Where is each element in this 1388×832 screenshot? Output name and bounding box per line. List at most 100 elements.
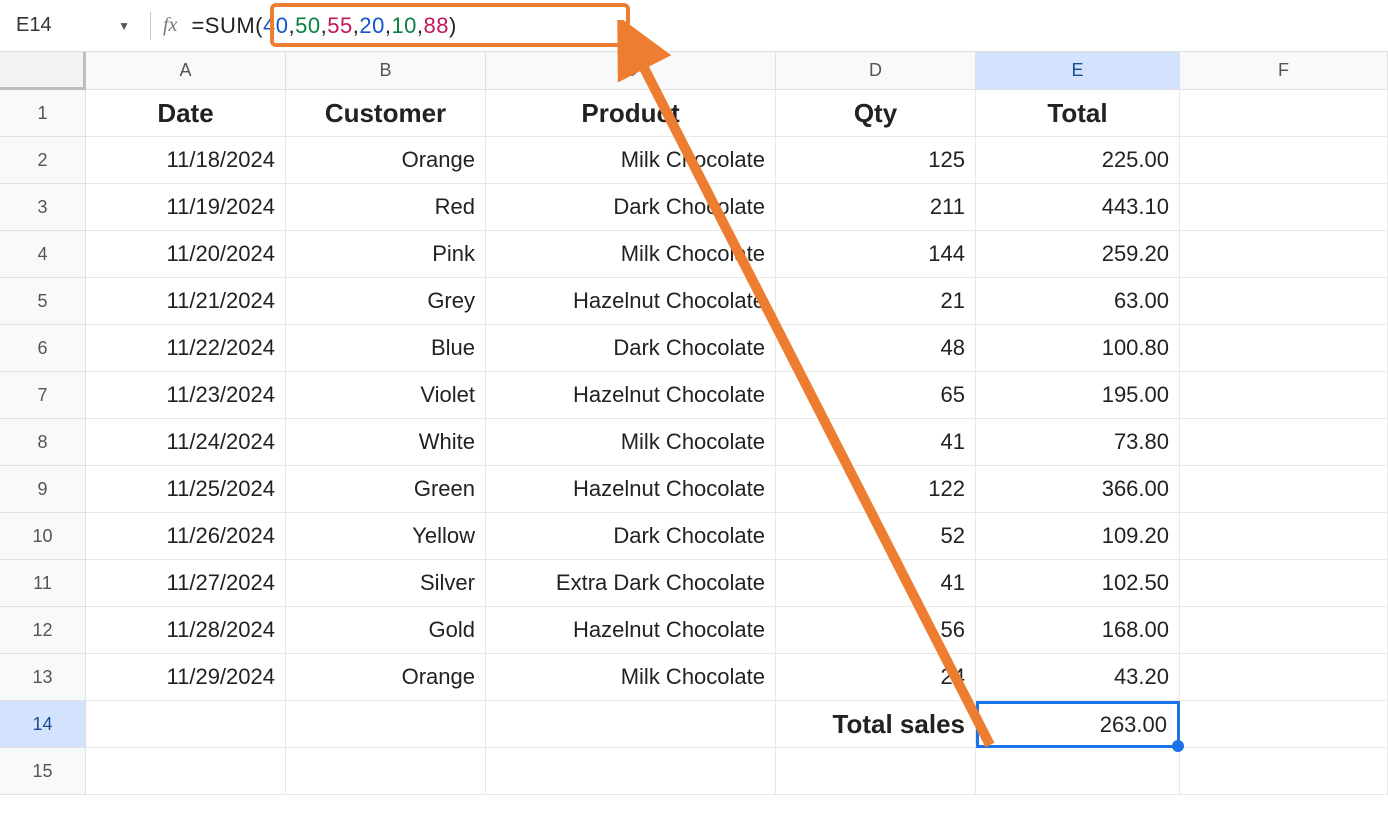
cell-F15[interactable] (1180, 748, 1388, 795)
cell-D10[interactable]: 52 (776, 513, 976, 560)
column-header-B[interactable]: B (286, 52, 486, 90)
name-box[interactable]: E14 ▼ (8, 14, 138, 37)
row-header-3[interactable]: 3 (0, 184, 86, 231)
row-header-9[interactable]: 9 (0, 466, 86, 513)
cell-F7[interactable] (1180, 372, 1388, 419)
cell-B12[interactable]: Gold (286, 607, 486, 654)
cell-E2[interactable]: 225.00 (976, 137, 1180, 184)
cell-B7[interactable]: Violet (286, 372, 486, 419)
cell-E9[interactable]: 366.00 (976, 466, 1180, 513)
cell-D5[interactable]: 21 (776, 278, 976, 325)
cell-E4[interactable]: 259.20 (976, 231, 1180, 278)
cell-F5[interactable] (1180, 278, 1388, 325)
cell-E5[interactable]: 63.00 (976, 278, 1180, 325)
cell-F8[interactable] (1180, 419, 1388, 466)
cell-C1[interactable]: Product (486, 90, 776, 137)
cell-A9[interactable]: 11/25/2024 (86, 466, 286, 513)
cell-D8[interactable]: 41 (776, 419, 976, 466)
cell-A2[interactable]: 11/18/2024 (86, 137, 286, 184)
cell-E10[interactable]: 109.20 (976, 513, 1180, 560)
cell-F2[interactable] (1180, 137, 1388, 184)
cell-C11[interactable]: Extra Dark Chocolate (486, 560, 776, 607)
cell-D7[interactable]: 65 (776, 372, 976, 419)
cell-F14[interactable] (1180, 701, 1388, 748)
column-header-C[interactable]: C (486, 52, 776, 90)
spreadsheet-grid[interactable]: ABCDEF1DateCustomerProductQtyTotal211/18… (0, 52, 1388, 795)
cell-E11[interactable]: 102.50 (976, 560, 1180, 607)
cell-B1[interactable]: Customer (286, 90, 486, 137)
row-header-2[interactable]: 2 (0, 137, 86, 184)
row-header-15[interactable]: 15 (0, 748, 86, 795)
cell-C9[interactable]: Hazelnut Chocolate (486, 466, 776, 513)
cell-A6[interactable]: 11/22/2024 (86, 325, 286, 372)
cell-C14[interactable] (486, 701, 776, 748)
cell-B2[interactable]: Orange (286, 137, 486, 184)
cell-B14[interactable] (286, 701, 486, 748)
cell-B4[interactable]: Pink (286, 231, 486, 278)
row-header-1[interactable]: 1 (0, 90, 86, 137)
cell-A7[interactable]: 11/23/2024 (86, 372, 286, 419)
row-header-8[interactable]: 8 (0, 419, 86, 466)
row-header-7[interactable]: 7 (0, 372, 86, 419)
cell-A4[interactable]: 11/20/2024 (86, 231, 286, 278)
cell-A14[interactable] (86, 701, 286, 748)
formula-input[interactable]: =SUM(40,50,55,20,10,88) (191, 13, 456, 39)
cell-B5[interactable]: Grey (286, 278, 486, 325)
name-box-dropdown-icon[interactable]: ▼ (118, 19, 130, 33)
cell-E14[interactable]: 263.00 (976, 701, 1180, 748)
cell-D14[interactable]: Total sales (776, 701, 976, 748)
cell-C2[interactable]: Milk Chocolate (486, 137, 776, 184)
cell-B10[interactable]: Yellow (286, 513, 486, 560)
column-header-F[interactable]: F (1180, 52, 1388, 90)
cell-D1[interactable]: Qty (776, 90, 976, 137)
cell-C6[interactable]: Dark Chocolate (486, 325, 776, 372)
cell-F11[interactable] (1180, 560, 1388, 607)
cell-F12[interactable] (1180, 607, 1388, 654)
row-header-12[interactable]: 12 (0, 607, 86, 654)
cell-D2[interactable]: 125 (776, 137, 976, 184)
row-header-11[interactable]: 11 (0, 560, 86, 607)
cell-F6[interactable] (1180, 325, 1388, 372)
cell-D15[interactable] (776, 748, 976, 795)
cell-D4[interactable]: 144 (776, 231, 976, 278)
row-header-13[interactable]: 13 (0, 654, 86, 701)
cell-A12[interactable]: 11/28/2024 (86, 607, 286, 654)
cell-D6[interactable]: 48 (776, 325, 976, 372)
cell-A5[interactable]: 11/21/2024 (86, 278, 286, 325)
column-header-A[interactable]: A (86, 52, 286, 90)
cell-E8[interactable]: 73.80 (976, 419, 1180, 466)
cell-E6[interactable]: 100.80 (976, 325, 1180, 372)
cell-D11[interactable]: 41 (776, 560, 976, 607)
cell-C13[interactable]: Milk Chocolate (486, 654, 776, 701)
cell-F10[interactable] (1180, 513, 1388, 560)
cell-F3[interactable] (1180, 184, 1388, 231)
cell-E15[interactable] (976, 748, 1180, 795)
select-all-corner[interactable] (0, 52, 86, 90)
column-header-D[interactable]: D (776, 52, 976, 90)
cell-A10[interactable]: 11/26/2024 (86, 513, 286, 560)
cell-B6[interactable]: Blue (286, 325, 486, 372)
cell-A13[interactable]: 11/29/2024 (86, 654, 286, 701)
cell-B11[interactable]: Silver (286, 560, 486, 607)
cell-C5[interactable]: Hazelnut Chocolate (486, 278, 776, 325)
cell-A15[interactable] (86, 748, 286, 795)
cell-F4[interactable] (1180, 231, 1388, 278)
cell-D13[interactable]: 24 (776, 654, 976, 701)
cell-C8[interactable]: Milk Chocolate (486, 419, 776, 466)
cell-F13[interactable] (1180, 654, 1388, 701)
cell-E3[interactable]: 443.10 (976, 184, 1180, 231)
cell-F1[interactable] (1180, 90, 1388, 137)
cell-E1[interactable]: Total (976, 90, 1180, 137)
cell-A8[interactable]: 11/24/2024 (86, 419, 286, 466)
cell-D3[interactable]: 211 (776, 184, 976, 231)
cell-B3[interactable]: Red (286, 184, 486, 231)
cell-E7[interactable]: 195.00 (976, 372, 1180, 419)
cell-C4[interactable]: Milk Chocolate (486, 231, 776, 278)
cell-C10[interactable]: Dark Chocolate (486, 513, 776, 560)
cell-B8[interactable]: White (286, 419, 486, 466)
cell-E13[interactable]: 43.20 (976, 654, 1180, 701)
cell-A1[interactable]: Date (86, 90, 286, 137)
cell-B13[interactable]: Orange (286, 654, 486, 701)
row-header-6[interactable]: 6 (0, 325, 86, 372)
cell-D9[interactable]: 122 (776, 466, 976, 513)
